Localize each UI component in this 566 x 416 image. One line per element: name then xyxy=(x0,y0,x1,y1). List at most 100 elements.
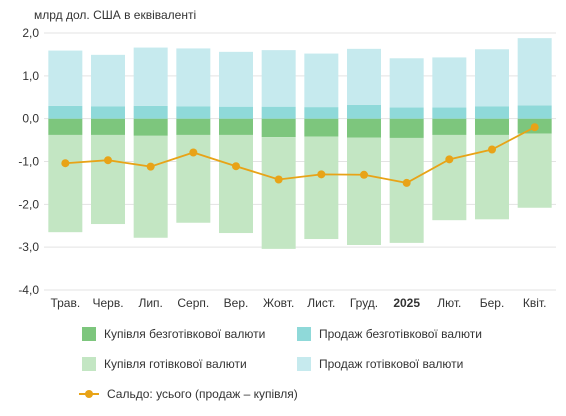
bar-segment xyxy=(91,54,125,107)
bar-segment xyxy=(48,134,83,233)
bar-segment xyxy=(517,133,552,208)
x-tick-label: Груд. xyxy=(350,296,378,310)
bar-segment xyxy=(176,48,211,107)
bar-segment xyxy=(261,106,296,119)
bar-segment xyxy=(133,105,168,119)
bar-segment xyxy=(48,50,83,106)
bar-segment xyxy=(219,51,253,107)
bar-segment xyxy=(389,58,424,108)
legend-line-swatch xyxy=(79,387,99,401)
bar-segment xyxy=(176,118,211,135)
x-tick-label: Серп. xyxy=(177,296,209,310)
y-axis: 2,0 1,0 0,0 -1,0 -2,0 -3,0 -4,0 xyxy=(18,26,39,297)
balance-point xyxy=(274,175,283,184)
bar-segment xyxy=(389,118,424,138)
legend-item-cashless-sale: Продаж безготівкової валюти xyxy=(297,327,482,341)
bar-segment xyxy=(91,106,125,119)
bar-segment xyxy=(91,118,125,135)
bar-segment xyxy=(261,137,296,249)
unit-label: млрд дол. США в еквіваленті xyxy=(34,8,196,22)
x-tick-label: Жовт. xyxy=(263,296,294,310)
legend: Купівля безготівкової валюти Продаж безг… xyxy=(0,318,566,414)
y-tick-label: 1,0 xyxy=(22,69,39,83)
bar-segment xyxy=(219,106,253,119)
bar-segment xyxy=(475,118,509,135)
balance-line-path xyxy=(65,126,536,184)
x-tick-label: Лист. xyxy=(307,296,335,310)
bar-segment xyxy=(261,118,296,138)
bar-segment xyxy=(347,104,381,119)
legend-label: Продаж безготівкової валюти xyxy=(319,327,482,341)
y-tick-label: 0,0 xyxy=(22,112,39,126)
legend-item-cashless-purchase: Купівля безготівкової валюти xyxy=(82,327,265,341)
x-tick-label: Трав. xyxy=(50,296,80,310)
legend-item-cash-sale: Продаж готівкової валюти xyxy=(297,357,463,371)
y-tick-label: 2,0 xyxy=(22,26,39,40)
bar-segment xyxy=(219,134,253,234)
legend-swatch xyxy=(82,357,96,371)
x-tick-label: Лют. xyxy=(437,296,461,310)
x-tick-label: Черв. xyxy=(92,296,123,310)
x-tick-label: Лип. xyxy=(138,296,162,310)
bar-segment xyxy=(517,38,552,106)
bar-segment xyxy=(176,134,211,223)
x-tick-label: Квіт. xyxy=(523,296,547,310)
balance-point xyxy=(232,162,240,171)
bar-segment xyxy=(389,107,424,119)
balance-point xyxy=(445,155,454,164)
bar-segment xyxy=(432,57,467,108)
balance-point xyxy=(61,159,70,168)
balance-line xyxy=(61,123,539,187)
x-axis: Трав. Черв. Лип. Серп. Вер. Жовт. Лист. Груд. 20… xyxy=(50,296,546,310)
bar-segment xyxy=(304,53,339,108)
gridlines xyxy=(44,32,556,291)
legend-label: Сальдо: усього (продаж – купівля) xyxy=(107,387,298,401)
chart-area: млрд дол. США в еквіваленті 2,0 1,0 0,0 -1,… xyxy=(18,8,556,310)
bars xyxy=(48,38,552,249)
bar-segment xyxy=(432,118,467,135)
balance-point xyxy=(104,156,112,165)
bar-segment xyxy=(432,107,467,119)
bar-segment xyxy=(133,135,168,238)
bar-segment xyxy=(133,47,168,106)
legend-swatch xyxy=(82,327,96,341)
y-tick-label: -3,0 xyxy=(18,240,39,254)
legend-label: Продаж готівкової валюти xyxy=(319,357,464,371)
legend-label: Купівля готівкової валюти xyxy=(104,357,247,371)
bar-segment xyxy=(304,118,339,137)
bar-segment xyxy=(347,48,381,105)
bar-segment xyxy=(48,105,83,119)
x-tick-label: Бер. xyxy=(480,296,505,310)
bar-segment xyxy=(176,106,211,119)
balance-point xyxy=(189,148,198,157)
balance-point xyxy=(360,170,368,179)
balance-point xyxy=(402,178,411,187)
bar-segment xyxy=(475,106,509,119)
bar-segment xyxy=(133,118,168,136)
bar-segment xyxy=(347,137,381,246)
legend-swatch xyxy=(297,327,311,341)
y-tick-label: -4,0 xyxy=(18,283,39,297)
bar-segment xyxy=(261,50,296,107)
balance-point xyxy=(488,145,496,154)
bar-segment xyxy=(48,118,83,135)
bar-segment xyxy=(347,118,381,138)
balance-point xyxy=(317,170,326,179)
y-tick-label: -1,0 xyxy=(18,155,39,169)
bar-segment xyxy=(304,107,339,119)
legend-swatch xyxy=(297,357,311,371)
legend-label: Купівля безготівкової валюти xyxy=(104,327,266,341)
bar-segment xyxy=(304,136,339,240)
bar-segment xyxy=(517,105,552,119)
legend-item-cash-purchase: Купівля готівкової валюти xyxy=(82,357,247,371)
bar-segment xyxy=(432,134,467,221)
legend-item-balance: Сальдо: усього (продаж – купівля) xyxy=(79,387,298,401)
x-tick-label: Вер. xyxy=(224,296,249,310)
balance-point xyxy=(146,162,155,171)
balance-point xyxy=(530,123,539,132)
bar-segment xyxy=(219,118,253,135)
bar-segment xyxy=(389,137,424,243)
bar-segment xyxy=(91,134,125,225)
bar-segment xyxy=(475,49,509,107)
x-tick-label: 2025 xyxy=(393,296,420,310)
